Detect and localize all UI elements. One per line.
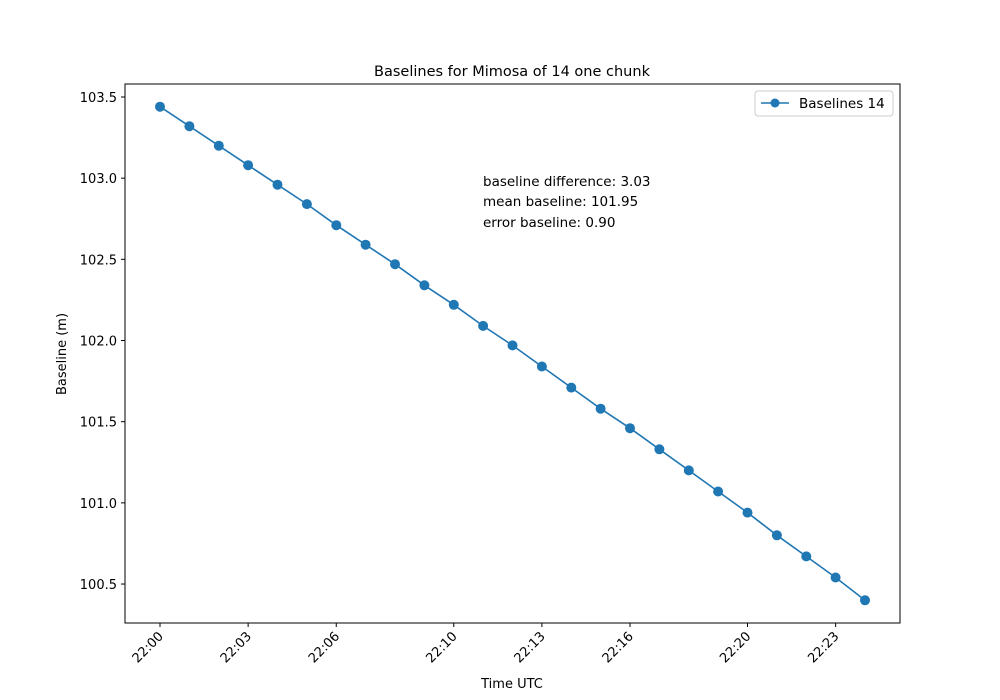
data-point [860,595,870,606]
x-axis-label: Time UTC [480,677,543,692]
y-tick-label: 103.5 [80,91,117,106]
data-point [801,551,812,562]
y-tick-label: 101.0 [80,497,117,512]
data-point [683,465,694,476]
data-point [742,507,753,518]
data-point [213,140,224,151]
data-point [243,160,254,171]
data-point [272,179,283,190]
data-point [301,199,312,210]
data-point [184,121,195,132]
y-tick-label: 101.5 [80,416,117,431]
legend-label: Baselines 14 [799,96,885,112]
data-point [331,220,342,231]
y-tick-label: 103.0 [80,172,117,187]
data-point [448,299,459,310]
data-point [830,572,841,583]
data-point [595,403,606,414]
legend-frame [754,90,894,117]
y-tick-label: 102.5 [80,253,117,268]
data-point [654,444,665,455]
plot-area-frame [124,83,901,624]
data-point [713,486,724,497]
data-point [771,530,782,541]
data-point [155,101,165,112]
data-point [566,382,577,393]
annotation-mean-baseline: mean baseline: 101.95 [483,194,638,210]
data-point [360,239,371,250]
data-point [536,361,547,372]
data-point [507,340,518,351]
data-point [625,423,635,434]
legend-marker-swatch [770,98,780,108]
y-axis-label: Baseline (m) [55,313,70,395]
y-tick-label: 102.0 [80,335,117,350]
data-point [478,320,489,331]
data-point [390,259,400,270]
legend: Baselines 14 [754,90,894,117]
chart-title: Baselines for Mimosa of 14 one chunk [374,64,651,80]
data-point [419,280,430,291]
annotation-error-baseline: error baseline: 0.90 [483,215,615,231]
y-tick-label: 100.5 [80,578,117,593]
annotation-baseline-difference: baseline difference: 3.03 [483,174,651,190]
series-layer [155,101,870,606]
